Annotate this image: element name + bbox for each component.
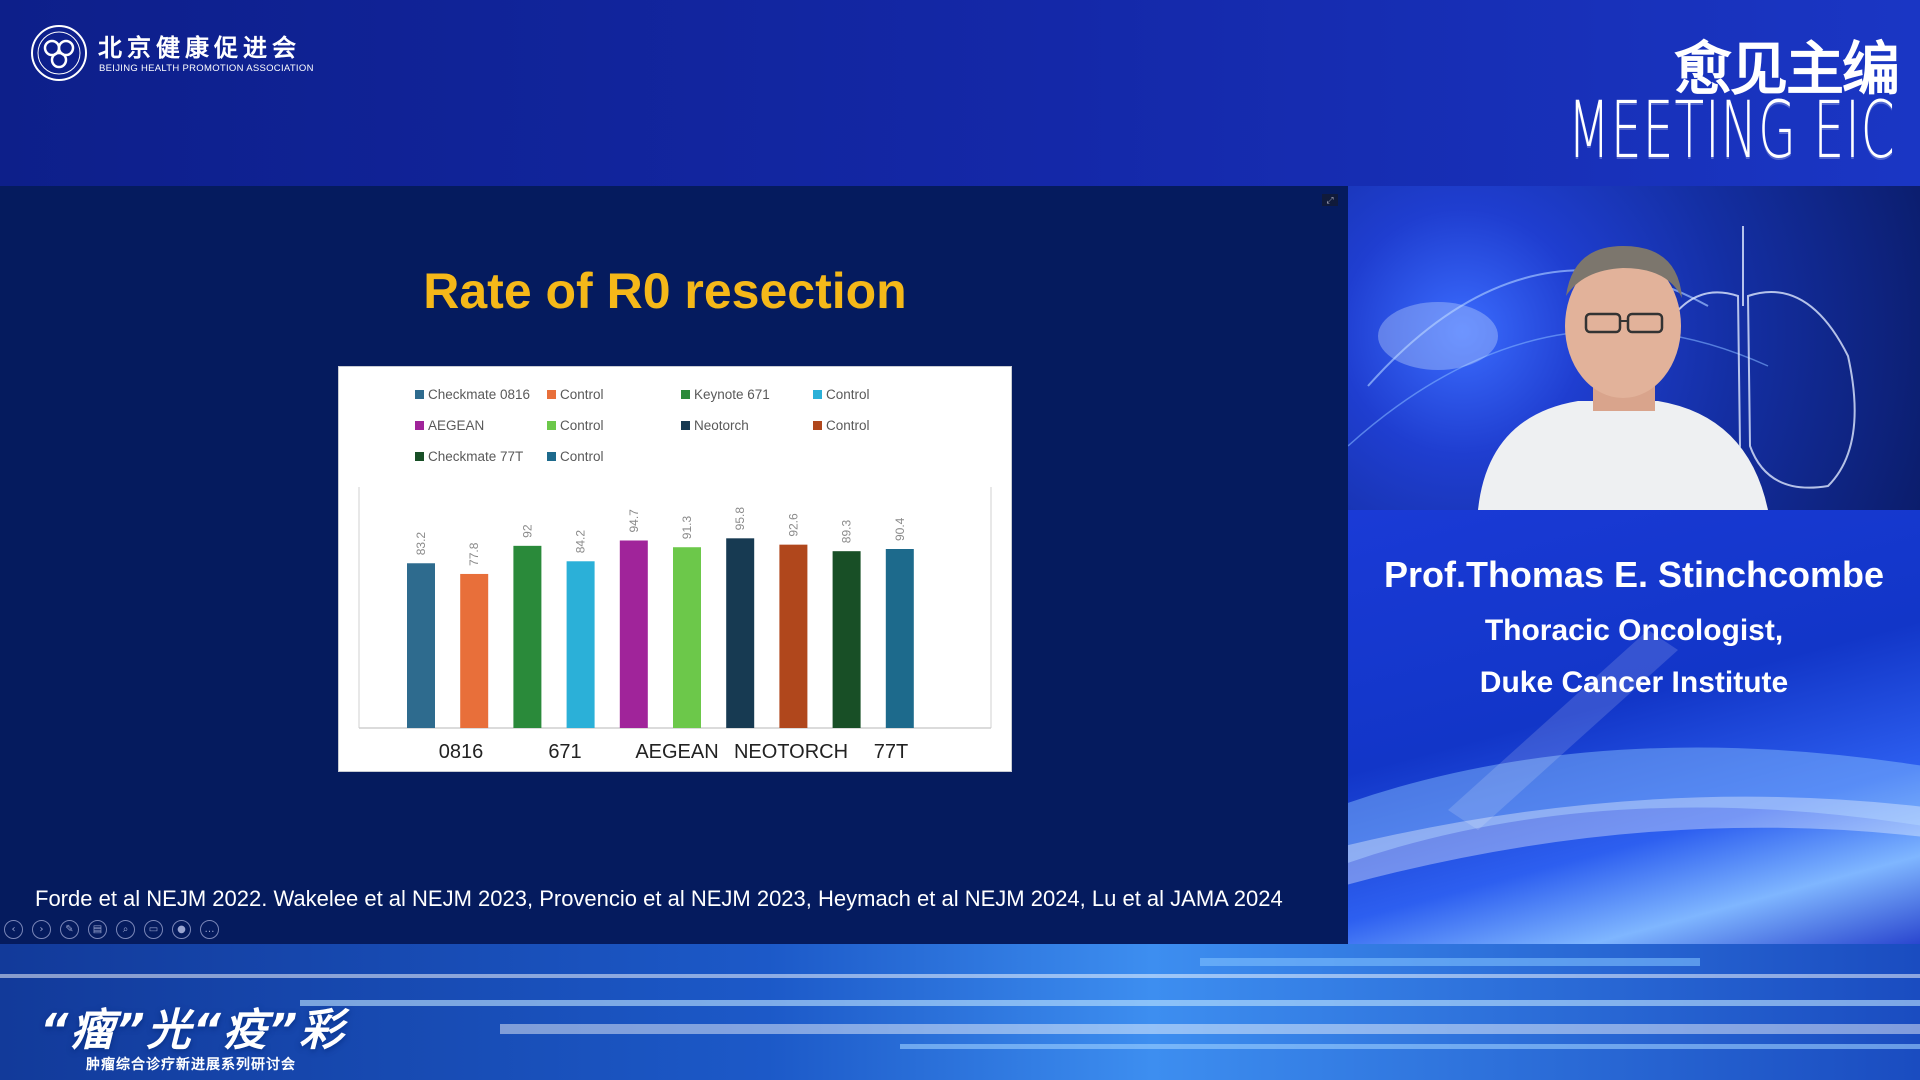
bar-value-label: 90.4	[893, 517, 907, 541]
speaker-title: Thoracic Oncologist,	[1484, 614, 1784, 647]
legend-swatch	[415, 452, 424, 461]
pen-icon[interactable]: ✎	[60, 920, 79, 939]
group-label: 77T	[874, 741, 908, 763]
legend-label: Control	[826, 418, 870, 433]
chart-svg: Checkmate 0816 Control Keynote 671 Control A…	[358, 387, 992, 763]
org-name-cn: 北京健康促进会	[98, 34, 301, 62]
legend-swatch	[415, 421, 424, 430]
group-label: 671	[548, 741, 581, 763]
bar-value-label: 89.3	[840, 520, 854, 544]
speaker-name: Prof.Thomas E. Stinchcombe	[1383, 554, 1885, 595]
bar	[619, 540, 648, 728]
speaker-video	[1348, 186, 1920, 510]
video-frame	[1348, 226, 1856, 510]
subtitles-icon[interactable]: ▭	[144, 920, 163, 939]
legend-label: Checkmate 0816	[428, 387, 530, 402]
legend-swatch	[813, 390, 822, 399]
bar-value-label: 91.3	[680, 516, 694, 540]
citation-text: Forde et al NEJM 2022. Wakelee et al NEJ…	[35, 886, 1283, 911]
bar-value-label: 92	[520, 524, 534, 538]
legend-label: Checkmate 77T	[428, 449, 523, 464]
legend-label: Keynote 671	[694, 387, 770, 402]
bar-chart: Checkmate 0816 Control Keynote 671 Control A…	[338, 366, 1012, 772]
bar-value-label: 83.2	[414, 532, 428, 556]
banner-streaks	[0, 958, 1920, 1049]
legend-swatch	[547, 390, 556, 399]
group-label: AEGEAN	[635, 741, 718, 763]
bar	[566, 561, 595, 728]
slide-toolbar: ‹ › ✎ ▤ ⌕ ▭ ● …	[4, 920, 219, 940]
legend-label: Control	[826, 387, 870, 402]
speaker-person	[1478, 246, 1768, 510]
panel-background	[1348, 630, 1920, 885]
legend-label: Control	[560, 387, 604, 402]
legend-label: Neotorch	[694, 418, 749, 433]
legend-label: AEGEAN	[428, 418, 484, 433]
group-label: 0816	[439, 741, 484, 763]
bar-value-label: 94.7	[627, 509, 641, 533]
legend-label: Control	[560, 449, 604, 464]
slides-icon[interactable]: ▤	[88, 920, 107, 939]
expand-icon[interactable]: ⤢	[1322, 194, 1338, 206]
bar	[407, 563, 435, 728]
group-label: NEOTORCH	[734, 741, 848, 763]
bar	[779, 544, 808, 728]
more-icon[interactable]: …	[200, 920, 219, 939]
bar	[885, 549, 914, 728]
bottom-banner: “瘤”光“疫”彩 肿瘤综合诊疗新进展系列研讨会	[0, 944, 1920, 1080]
speaker-info-panel: Prof.Thomas E. Stinchcombe Thoracic Onco…	[1348, 510, 1920, 944]
event-title: “瘤”光“疫”彩	[40, 1005, 346, 1056]
bar-value-label: 77.8	[467, 542, 481, 566]
brand-logo-en: MEETING EIC	[1568, 86, 1896, 176]
prev-icon[interactable]: ‹	[4, 920, 23, 939]
legend-swatch	[681, 390, 690, 399]
bar	[460, 573, 489, 728]
zoom-icon[interactable]: ⌕	[116, 920, 135, 939]
org-logo-icon	[31, 25, 87, 81]
bar	[726, 538, 755, 728]
top-banner: 北京健康促进会 BEIJING HEALTH PROMOTION ASSOCIA…	[0, 0, 1920, 186]
speaker-affiliation: Duke Cancer Institute	[1479, 666, 1789, 699]
legend-swatch	[415, 390, 424, 399]
bar	[513, 545, 542, 728]
legend-swatch	[547, 421, 556, 430]
bar-value-label: 92.6	[786, 513, 800, 537]
bar	[673, 547, 701, 728]
org-name-en: BEIJING HEALTH PROMOTION ASSOCIATION	[99, 63, 314, 74]
camera-icon[interactable]: ●	[172, 920, 191, 939]
legend-swatch	[547, 452, 556, 461]
legend-label: Control	[560, 418, 604, 433]
legend-swatch	[681, 421, 690, 430]
presentation-slide: ⤢ Rate of R0 resection Checkmate 0816 Con…	[0, 186, 1348, 944]
legend-swatch	[813, 421, 822, 430]
next-icon[interactable]: ›	[32, 920, 51, 939]
bar	[832, 551, 861, 728]
bar-value-label: 84.2	[574, 530, 588, 554]
event-subtitle: 肿瘤综合诊疗新进展系列研讨会	[86, 1057, 296, 1073]
slide-title: Rate of R0 resection	[423, 263, 907, 319]
brand-logo-cn: 愈见主编	[1673, 35, 1900, 103]
bar-value-label: 95.8	[733, 507, 747, 531]
